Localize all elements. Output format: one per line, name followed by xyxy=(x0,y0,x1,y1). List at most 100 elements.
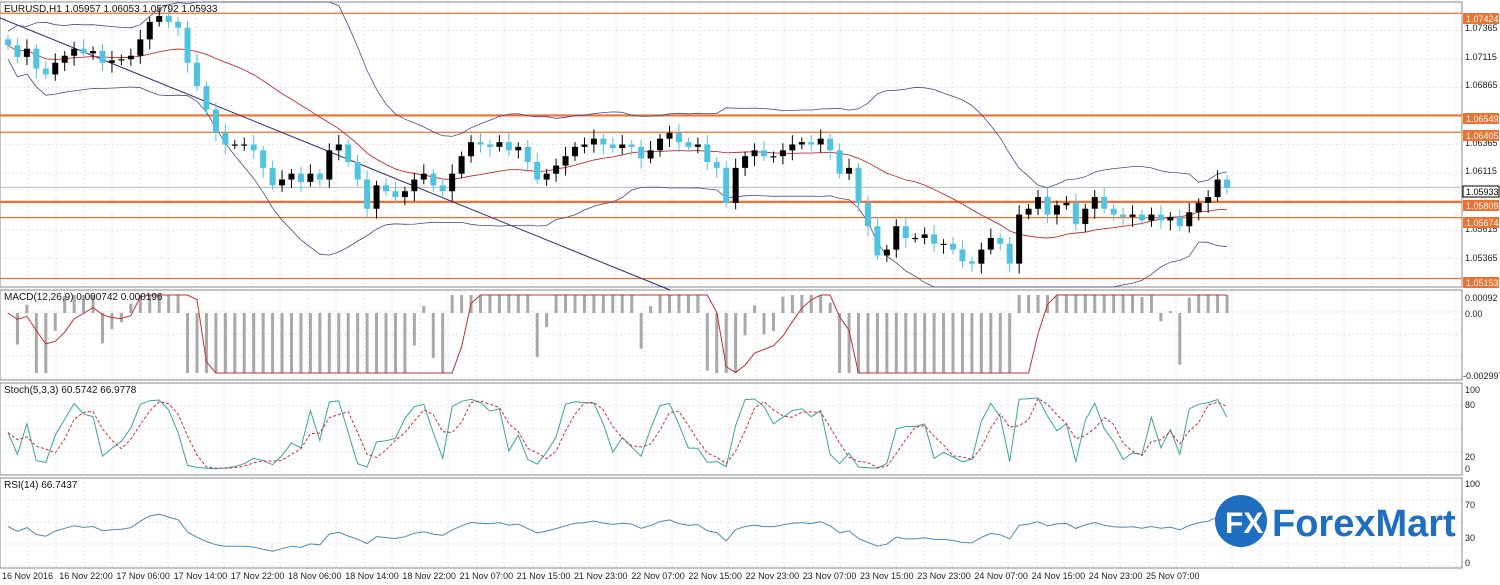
stoch-panel[interactable] xyxy=(0,382,1463,476)
macd-bar xyxy=(63,295,67,313)
macd-bar xyxy=(148,295,152,313)
main-panel[interactable] xyxy=(0,1,1463,288)
rsi-tick: 70 xyxy=(1465,500,1475,510)
candle-body xyxy=(1082,208,1089,224)
macd-bar xyxy=(753,305,757,313)
macd-bar xyxy=(318,313,322,373)
candle-body xyxy=(864,202,871,227)
macd-bar xyxy=(110,313,114,330)
candle-body xyxy=(364,179,371,209)
candle-body xyxy=(61,55,68,63)
time-tick: 22 Nov 15:00 xyxy=(688,571,742,581)
forexmart-logo: FX ForexMart xyxy=(1215,495,1456,547)
macd-bar xyxy=(1008,313,1012,373)
macd-bar xyxy=(44,313,48,373)
candle-body xyxy=(165,16,172,22)
macd-bar xyxy=(1027,295,1031,313)
time-tick: 16 Nov 2016 xyxy=(2,571,53,581)
candle-body xyxy=(383,185,389,192)
macd-bar xyxy=(998,313,1002,373)
macd-bar xyxy=(819,295,823,313)
candle-body xyxy=(194,62,200,87)
candle-body xyxy=(732,167,739,203)
candle-body xyxy=(836,150,843,174)
macd-bar xyxy=(1140,296,1144,313)
macd-bar xyxy=(507,295,511,313)
macd-bar xyxy=(696,295,700,313)
macd-bar xyxy=(904,313,908,373)
candles[interactable] xyxy=(5,6,1231,274)
macd-bar xyxy=(223,313,227,373)
macd-bar xyxy=(138,295,142,313)
candle-body xyxy=(562,156,569,166)
macd-bar xyxy=(308,313,312,373)
candle-body xyxy=(477,142,484,145)
candle-body xyxy=(260,150,267,168)
time-tick: 21 Nov 15:00 xyxy=(517,571,571,581)
macd-bar xyxy=(989,313,993,373)
time-tick: 17 Nov 14:00 xyxy=(174,571,228,581)
macd-bar xyxy=(252,313,256,373)
macd-bar xyxy=(942,313,946,373)
candle-body xyxy=(543,173,550,180)
candle-body xyxy=(1006,243,1013,264)
candle-body xyxy=(1224,179,1231,188)
macd-bar xyxy=(299,313,303,373)
candle-body xyxy=(713,162,720,168)
macd-bar xyxy=(479,295,482,313)
price-tag-bg xyxy=(1463,277,1499,288)
candle-body xyxy=(553,165,560,174)
price-tag-bg xyxy=(1462,185,1500,198)
macd-bar xyxy=(809,295,813,313)
macd-bar xyxy=(34,313,38,373)
symbol-title: EURUSD,H1 1.05957 1.06053 1.05792 1.0593… xyxy=(4,4,218,15)
macd-bar xyxy=(715,313,719,373)
macd-bar xyxy=(290,313,293,373)
candle-body xyxy=(335,144,342,151)
logo-badge xyxy=(1215,495,1267,547)
candle-body xyxy=(647,150,654,159)
candle-body xyxy=(505,142,512,151)
macd-bar xyxy=(545,313,549,328)
candle-body xyxy=(638,146,645,159)
logo-badge-text: FX xyxy=(1225,507,1263,540)
macd-bar xyxy=(412,313,416,346)
candle-body xyxy=(137,39,144,56)
macd-bar xyxy=(686,295,690,313)
candle-body xyxy=(269,167,276,186)
macd-bar xyxy=(271,313,275,373)
candle-body xyxy=(1120,214,1127,217)
candle-body xyxy=(156,16,163,22)
candle-body xyxy=(250,144,257,151)
macd-bar xyxy=(1131,295,1135,313)
candle-body xyxy=(1129,214,1136,217)
macd-bar xyxy=(913,313,917,373)
candle-body xyxy=(1214,179,1221,198)
macd-bar xyxy=(233,313,237,373)
candle-body xyxy=(127,55,134,60)
candle-body xyxy=(297,173,304,182)
time-tick: 23 Nov 07:00 xyxy=(803,571,857,581)
macd-bar xyxy=(592,295,596,313)
macd-bar xyxy=(214,313,218,373)
candle-body xyxy=(288,173,295,180)
candle-body xyxy=(496,142,503,147)
rsi-panel[interactable] xyxy=(0,477,1463,569)
candle-body xyxy=(666,132,673,139)
upper-band xyxy=(7,1,1228,189)
support-resistance-lines[interactable] xyxy=(0,12,1462,280)
candle-body xyxy=(458,156,465,174)
candle-body xyxy=(1063,202,1070,206)
price-tag: 1.07424 xyxy=(1466,14,1499,24)
price-tags: 1.07424 1.06549 1.06405 1.05933 1.05809 … xyxy=(1462,13,1500,288)
rsi-tick: 30 xyxy=(1465,533,1475,543)
macd-bar xyxy=(422,306,426,313)
macd-bar xyxy=(885,313,889,373)
macd-panel[interactable] xyxy=(0,289,1463,381)
rsi-tick: 0 xyxy=(1465,558,1470,568)
candle-body xyxy=(817,138,824,145)
macd-bar xyxy=(1102,295,1106,313)
candle-body xyxy=(997,237,1004,244)
candle-body xyxy=(572,146,578,157)
